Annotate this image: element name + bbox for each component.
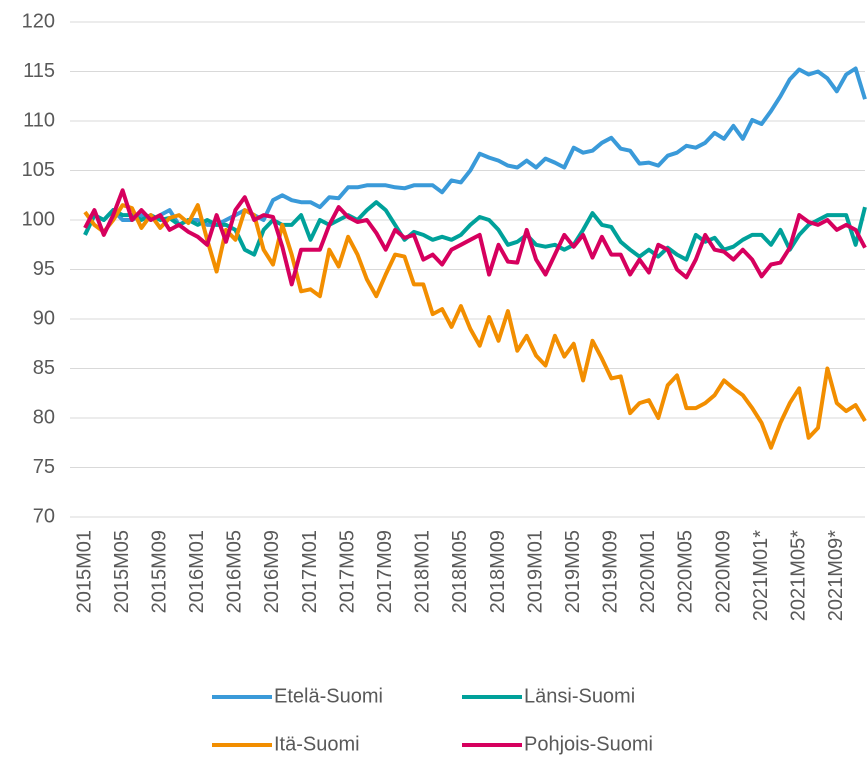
x-tick-label: 2016M01 — [186, 530, 208, 613]
y-tick-label: 110 — [23, 109, 55, 131]
y-tick-label: 70 — [33, 505, 55, 527]
x-tick-label: 2018M05 — [449, 530, 471, 613]
y-tick-label: 90 — [33, 307, 55, 329]
y-tick-label: 100 — [22, 208, 55, 230]
legend-label: Etelä-Suomi — [274, 685, 383, 707]
x-tick-label: 2018M01 — [412, 530, 434, 613]
y-tick-label: 75 — [33, 456, 55, 478]
x-tick-label: 2015M09 — [148, 530, 170, 613]
legend-label: Pohjois-Suomi — [524, 733, 653, 755]
x-tick-label: 2017M01 — [299, 530, 321, 613]
legend-label: Itä-Suomi — [274, 733, 360, 755]
y-tick-label: 120 — [22, 10, 55, 32]
y-tick-label: 95 — [33, 258, 55, 280]
x-tick-label: 2020M01 — [637, 530, 659, 613]
x-tick-label: 2021M01* — [750, 530, 772, 621]
series-line — [83, 200, 867, 262]
y-tick-label: 85 — [33, 357, 55, 379]
y-tick-label: 80 — [33, 406, 55, 428]
x-tick-label: 2016M09 — [261, 530, 283, 613]
x-tick-label: 2021M05* — [787, 530, 809, 621]
legend-label: Länsi-Suomi — [524, 685, 635, 707]
x-tick-label: 2017M05 — [336, 530, 358, 613]
x-tick-label: 2019M09 — [600, 530, 622, 613]
series-line — [83, 203, 867, 450]
x-tick-label: 2019M01 — [524, 530, 546, 613]
x-tick-label: 2020M05 — [675, 530, 697, 613]
y-tick-label: 105 — [22, 159, 55, 181]
x-tick-label: 2015M01 — [73, 530, 95, 613]
x-tick-label: 2018M09 — [487, 530, 509, 613]
series-line — [83, 188, 867, 287]
x-tick-label: 2020M09 — [712, 530, 734, 613]
x-tick-label: 2015M05 — [111, 530, 133, 613]
x-tick-label: 2021M09* — [825, 530, 847, 621]
series-line — [83, 66, 867, 236]
y-tick-label: 115 — [23, 60, 55, 82]
x-tick-label: 2016M05 — [224, 530, 246, 613]
x-tick-label: 2017M09 — [374, 530, 396, 613]
x-tick-label: 2019M05 — [562, 530, 584, 613]
